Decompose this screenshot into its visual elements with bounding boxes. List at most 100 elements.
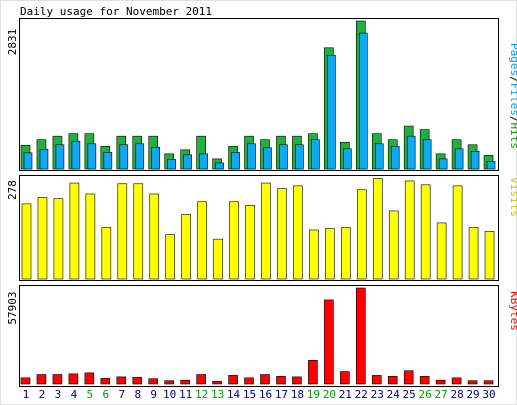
kbytes-bar bbox=[228, 375, 238, 385]
kbytes-bar bbox=[260, 374, 270, 385]
x-tick-label: 11 bbox=[179, 388, 192, 401]
y-axis-label-part: Files bbox=[508, 83, 517, 116]
y-axis-label-part: / bbox=[508, 76, 517, 83]
files-bar bbox=[39, 149, 49, 170]
kbytes-bar bbox=[371, 375, 382, 385]
files-bar bbox=[199, 153, 208, 170]
y-axis-label: KBytes bbox=[508, 291, 517, 331]
kbytes-bar bbox=[20, 377, 31, 385]
files-bar bbox=[454, 148, 464, 170]
y-axis-label-part: / bbox=[508, 116, 517, 123]
kbytes-bar bbox=[52, 374, 63, 385]
x-tick-label: 15 bbox=[243, 388, 256, 401]
visits-bar bbox=[53, 198, 64, 280]
visits-bar bbox=[484, 231, 495, 280]
x-tick-label: 2 bbox=[39, 388, 46, 401]
files-bar bbox=[279, 144, 288, 170]
files-bar bbox=[23, 152, 33, 170]
kbytes-bar bbox=[148, 378, 159, 385]
x-tick-label: 24 bbox=[387, 388, 401, 401]
y-axis-label-part: Pages bbox=[508, 43, 517, 76]
x-tick-label: 20 bbox=[323, 388, 336, 401]
files-bar bbox=[231, 152, 240, 170]
files-bar bbox=[151, 146, 161, 170]
visits-bar bbox=[293, 185, 303, 280]
x-tick-label: 25 bbox=[403, 388, 416, 401]
kbytes-bar bbox=[467, 380, 478, 385]
files-bar bbox=[167, 159, 176, 170]
kbytes-bar bbox=[84, 372, 95, 385]
x-tick-label: 12 bbox=[195, 388, 208, 401]
x-tick-label: 30 bbox=[482, 388, 495, 401]
y-max-label: 57903 bbox=[6, 291, 19, 324]
kbytes-bar bbox=[308, 359, 318, 385]
visits-bar bbox=[372, 178, 383, 280]
files-bar bbox=[87, 143, 97, 170]
visits-bar bbox=[229, 201, 239, 280]
kbytes-bar bbox=[116, 376, 127, 385]
files-bar bbox=[406, 135, 416, 170]
files-bar bbox=[422, 139, 432, 170]
x-tick-label: 1 bbox=[23, 388, 30, 401]
visits-bar bbox=[388, 210, 399, 280]
y-axis-label: Pages/Files/Hits bbox=[508, 43, 517, 149]
y-axis-label-part: Hits bbox=[508, 123, 517, 150]
kbytes-bar bbox=[132, 377, 143, 385]
visits-bar bbox=[436, 222, 447, 280]
files-bar bbox=[390, 145, 400, 170]
visits-bar bbox=[101, 227, 112, 280]
kbytes-bar bbox=[212, 381, 222, 385]
x-tick-label: 7 bbox=[118, 388, 125, 401]
kbytes-bar bbox=[324, 299, 334, 385]
kbytes-bar bbox=[403, 370, 414, 385]
kbytes-bar bbox=[292, 376, 302, 385]
x-tick-label: 13 bbox=[211, 388, 224, 401]
kbytes-bar bbox=[451, 377, 462, 385]
files-bar bbox=[71, 140, 81, 170]
visits-bar bbox=[197, 201, 207, 280]
visits-bar bbox=[261, 182, 271, 280]
kbytes-bar bbox=[180, 379, 190, 385]
pages-files-hits-panel-border bbox=[19, 18, 499, 171]
x-tick-label: 5 bbox=[87, 388, 94, 401]
x-tick-label: 21 bbox=[339, 388, 352, 401]
files-bar bbox=[55, 144, 65, 170]
x-tick-label: 14 bbox=[227, 388, 241, 401]
visits-panel-border bbox=[19, 175, 499, 281]
visits-bar bbox=[149, 193, 160, 280]
visits-bar bbox=[452, 185, 463, 280]
kbytes-panel-border bbox=[19, 285, 499, 387]
files-bar bbox=[183, 154, 192, 170]
files-bar bbox=[247, 143, 256, 170]
x-tick-label: 18 bbox=[291, 388, 304, 401]
x-tick-label: 6 bbox=[103, 388, 110, 401]
visits-bar bbox=[213, 238, 223, 280]
x-tick-label: 8 bbox=[134, 388, 141, 401]
x-tick-label: 3 bbox=[55, 388, 62, 401]
x-tick-label: 4 bbox=[71, 388, 78, 401]
files-bar bbox=[215, 162, 224, 170]
visits-bar bbox=[133, 183, 144, 280]
y-axis-label: Visits bbox=[508, 177, 517, 217]
x-tick-label: 16 bbox=[259, 388, 272, 401]
files-bar bbox=[327, 55, 336, 170]
kbytes-bar bbox=[276, 376, 286, 385]
x-tick-label: 10 bbox=[163, 388, 176, 401]
files-bar bbox=[263, 147, 272, 170]
chart-title: Daily usage for November 2011 bbox=[20, 5, 213, 18]
visits-bar bbox=[325, 228, 335, 280]
kbytes-bar bbox=[164, 380, 174, 385]
visits-bar bbox=[468, 227, 479, 280]
kbytes-bar bbox=[483, 380, 494, 385]
x-tick-label: 23 bbox=[371, 388, 384, 401]
visits-bar bbox=[309, 229, 319, 280]
x-tick-label: 26 bbox=[419, 388, 432, 401]
kbytes-bar bbox=[244, 377, 254, 385]
x-tick-label: 27 bbox=[434, 388, 447, 401]
visits-bar bbox=[341, 227, 351, 280]
y-max-label: 278 bbox=[6, 180, 19, 200]
kbytes-bar bbox=[435, 379, 446, 385]
visits-bar bbox=[21, 203, 32, 280]
files-bar bbox=[119, 144, 129, 170]
